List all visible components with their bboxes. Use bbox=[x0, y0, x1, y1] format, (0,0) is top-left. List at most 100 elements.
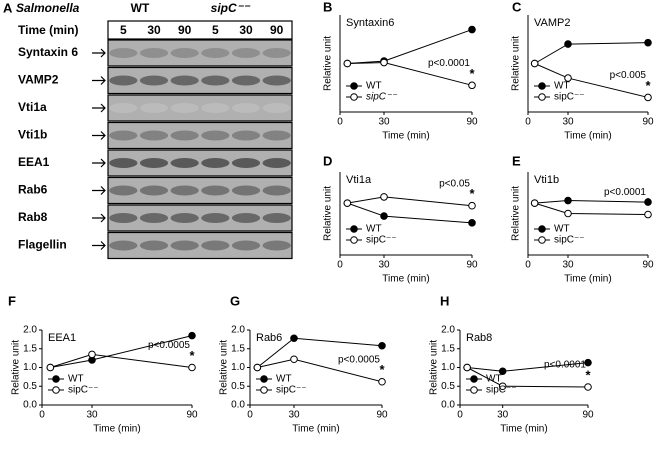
legend-marker bbox=[538, 82, 546, 90]
legend-label: WT bbox=[554, 81, 570, 92]
time-label: 30 bbox=[147, 23, 161, 37]
blot-band bbox=[231, 213, 261, 223]
legend-label: WT bbox=[554, 224, 570, 235]
blot-band bbox=[201, 103, 230, 113]
blot-band bbox=[231, 158, 261, 168]
blot-band bbox=[109, 130, 138, 141]
x-tick-label: 90 bbox=[466, 260, 478, 271]
blot-band bbox=[170, 240, 199, 251]
series-line bbox=[534, 42, 649, 64]
organism: Salmonella bbox=[16, 1, 80, 15]
blot-row bbox=[107, 149, 293, 177]
x-axis-label: Time (min) bbox=[564, 274, 611, 285]
legend-marker bbox=[260, 386, 268, 394]
blot-label: Vti1b bbox=[18, 128, 47, 142]
legend-label: sipC⁻⁻ bbox=[366, 92, 397, 103]
x-axis-label: Time (min) bbox=[93, 424, 140, 435]
data-point bbox=[644, 93, 652, 102]
legend-label: sipC⁻⁻ bbox=[276, 385, 307, 396]
data-point bbox=[463, 363, 471, 372]
y-axis-label: Relative unit bbox=[323, 186, 334, 241]
blot-band bbox=[109, 185, 138, 196]
x-tick-label: 90 bbox=[186, 410, 198, 421]
y-axis-label: Relative unit bbox=[11, 340, 22, 395]
x-tick-label: 0 bbox=[457, 410, 463, 421]
chart-title: Vti1b bbox=[534, 174, 559, 186]
y-axis-label: Relative unit bbox=[219, 340, 230, 395]
y-tick-label: 2.0 bbox=[231, 325, 245, 336]
blot-band bbox=[231, 130, 261, 141]
legend-marker bbox=[52, 386, 60, 394]
blot-band bbox=[109, 75, 138, 86]
x-tick-label: 30 bbox=[86, 410, 98, 421]
legend-label: sipC⁻⁻ bbox=[554, 235, 585, 246]
y-tick-label: 1.0 bbox=[441, 362, 455, 373]
y-tick-label: 1.5 bbox=[441, 343, 455, 354]
x-axis-label: Time (min) bbox=[500, 424, 547, 435]
series-line bbox=[347, 202, 473, 224]
blot-band bbox=[139, 130, 169, 141]
legend-marker bbox=[470, 386, 478, 394]
blot-band bbox=[170, 185, 199, 196]
blot-band bbox=[262, 130, 291, 141]
y-tick-label: 0.5 bbox=[231, 381, 245, 392]
blot-row bbox=[107, 94, 293, 122]
blot-band bbox=[262, 103, 291, 113]
data-point bbox=[253, 363, 262, 372]
series-line bbox=[534, 200, 649, 204]
blot-band bbox=[139, 158, 169, 168]
y-tick-label: 0.0 bbox=[23, 400, 37, 411]
arrow bbox=[92, 213, 106, 223]
data-point bbox=[564, 40, 572, 48]
x-axis-label: Time (min) bbox=[382, 131, 429, 142]
blot-band bbox=[170, 75, 199, 86]
data-point bbox=[188, 363, 196, 372]
time-label: 90 bbox=[270, 23, 284, 37]
blot-band bbox=[170, 48, 199, 58]
blot-row bbox=[107, 204, 293, 232]
blot-row bbox=[107, 66, 293, 95]
y-tick-label: 1.0 bbox=[23, 362, 37, 373]
p-value: p<0.005 bbox=[610, 70, 647, 81]
blot-row bbox=[107, 39, 293, 67]
panel-letter: D bbox=[323, 153, 332, 168]
significance: * bbox=[379, 362, 385, 377]
panel-letter: H bbox=[440, 293, 449, 308]
y-axis-label: Relative unit bbox=[511, 36, 522, 91]
data-point bbox=[564, 74, 572, 82]
x-tick-label: 0 bbox=[525, 117, 531, 128]
chart-title: Rab8 bbox=[466, 332, 492, 344]
blot-label: Flagellin bbox=[18, 238, 67, 252]
x-tick-label: 90 bbox=[582, 410, 594, 421]
data-point bbox=[468, 219, 476, 227]
data-point bbox=[644, 38, 652, 47]
chart-title: Rab6 bbox=[256, 332, 282, 344]
x-tick-label: 0 bbox=[525, 260, 531, 271]
series-line bbox=[347, 196, 473, 207]
blot-band bbox=[170, 213, 199, 223]
p-value: p<0.0001 bbox=[428, 58, 470, 69]
blot-label: EEA1 bbox=[18, 155, 50, 169]
blot-band bbox=[231, 75, 261, 86]
blot: 5 30 90 5 30 90 Syntaxin 6 VAMP2 Vti1a Vti1b EEA1 R… bbox=[18, 20, 293, 260]
y-tick-label: 1.5 bbox=[23, 343, 37, 354]
data-point bbox=[584, 383, 592, 391]
p-value: p<0.0001 bbox=[604, 187, 646, 198]
legend-label: WT bbox=[68, 374, 84, 385]
panel-letter: B bbox=[323, 0, 332, 14]
y-axis-label: Relative unit bbox=[323, 36, 334, 91]
legend-label: sipC⁻⁻ bbox=[554, 92, 585, 103]
blot-band bbox=[231, 185, 261, 196]
chart-title: Vti1a bbox=[346, 174, 372, 186]
data-point bbox=[498, 382, 507, 391]
blot-band bbox=[139, 103, 169, 113]
x-axis-label: Time (min) bbox=[564, 131, 611, 142]
blot-row bbox=[107, 176, 293, 205]
arrow bbox=[92, 76, 106, 85]
panel-letter: A bbox=[3, 0, 13, 15]
legend-marker bbox=[350, 93, 358, 101]
data-point bbox=[378, 341, 386, 350]
legend-marker bbox=[538, 225, 546, 233]
data-point bbox=[644, 210, 652, 219]
x-tick-label: 30 bbox=[562, 260, 574, 271]
